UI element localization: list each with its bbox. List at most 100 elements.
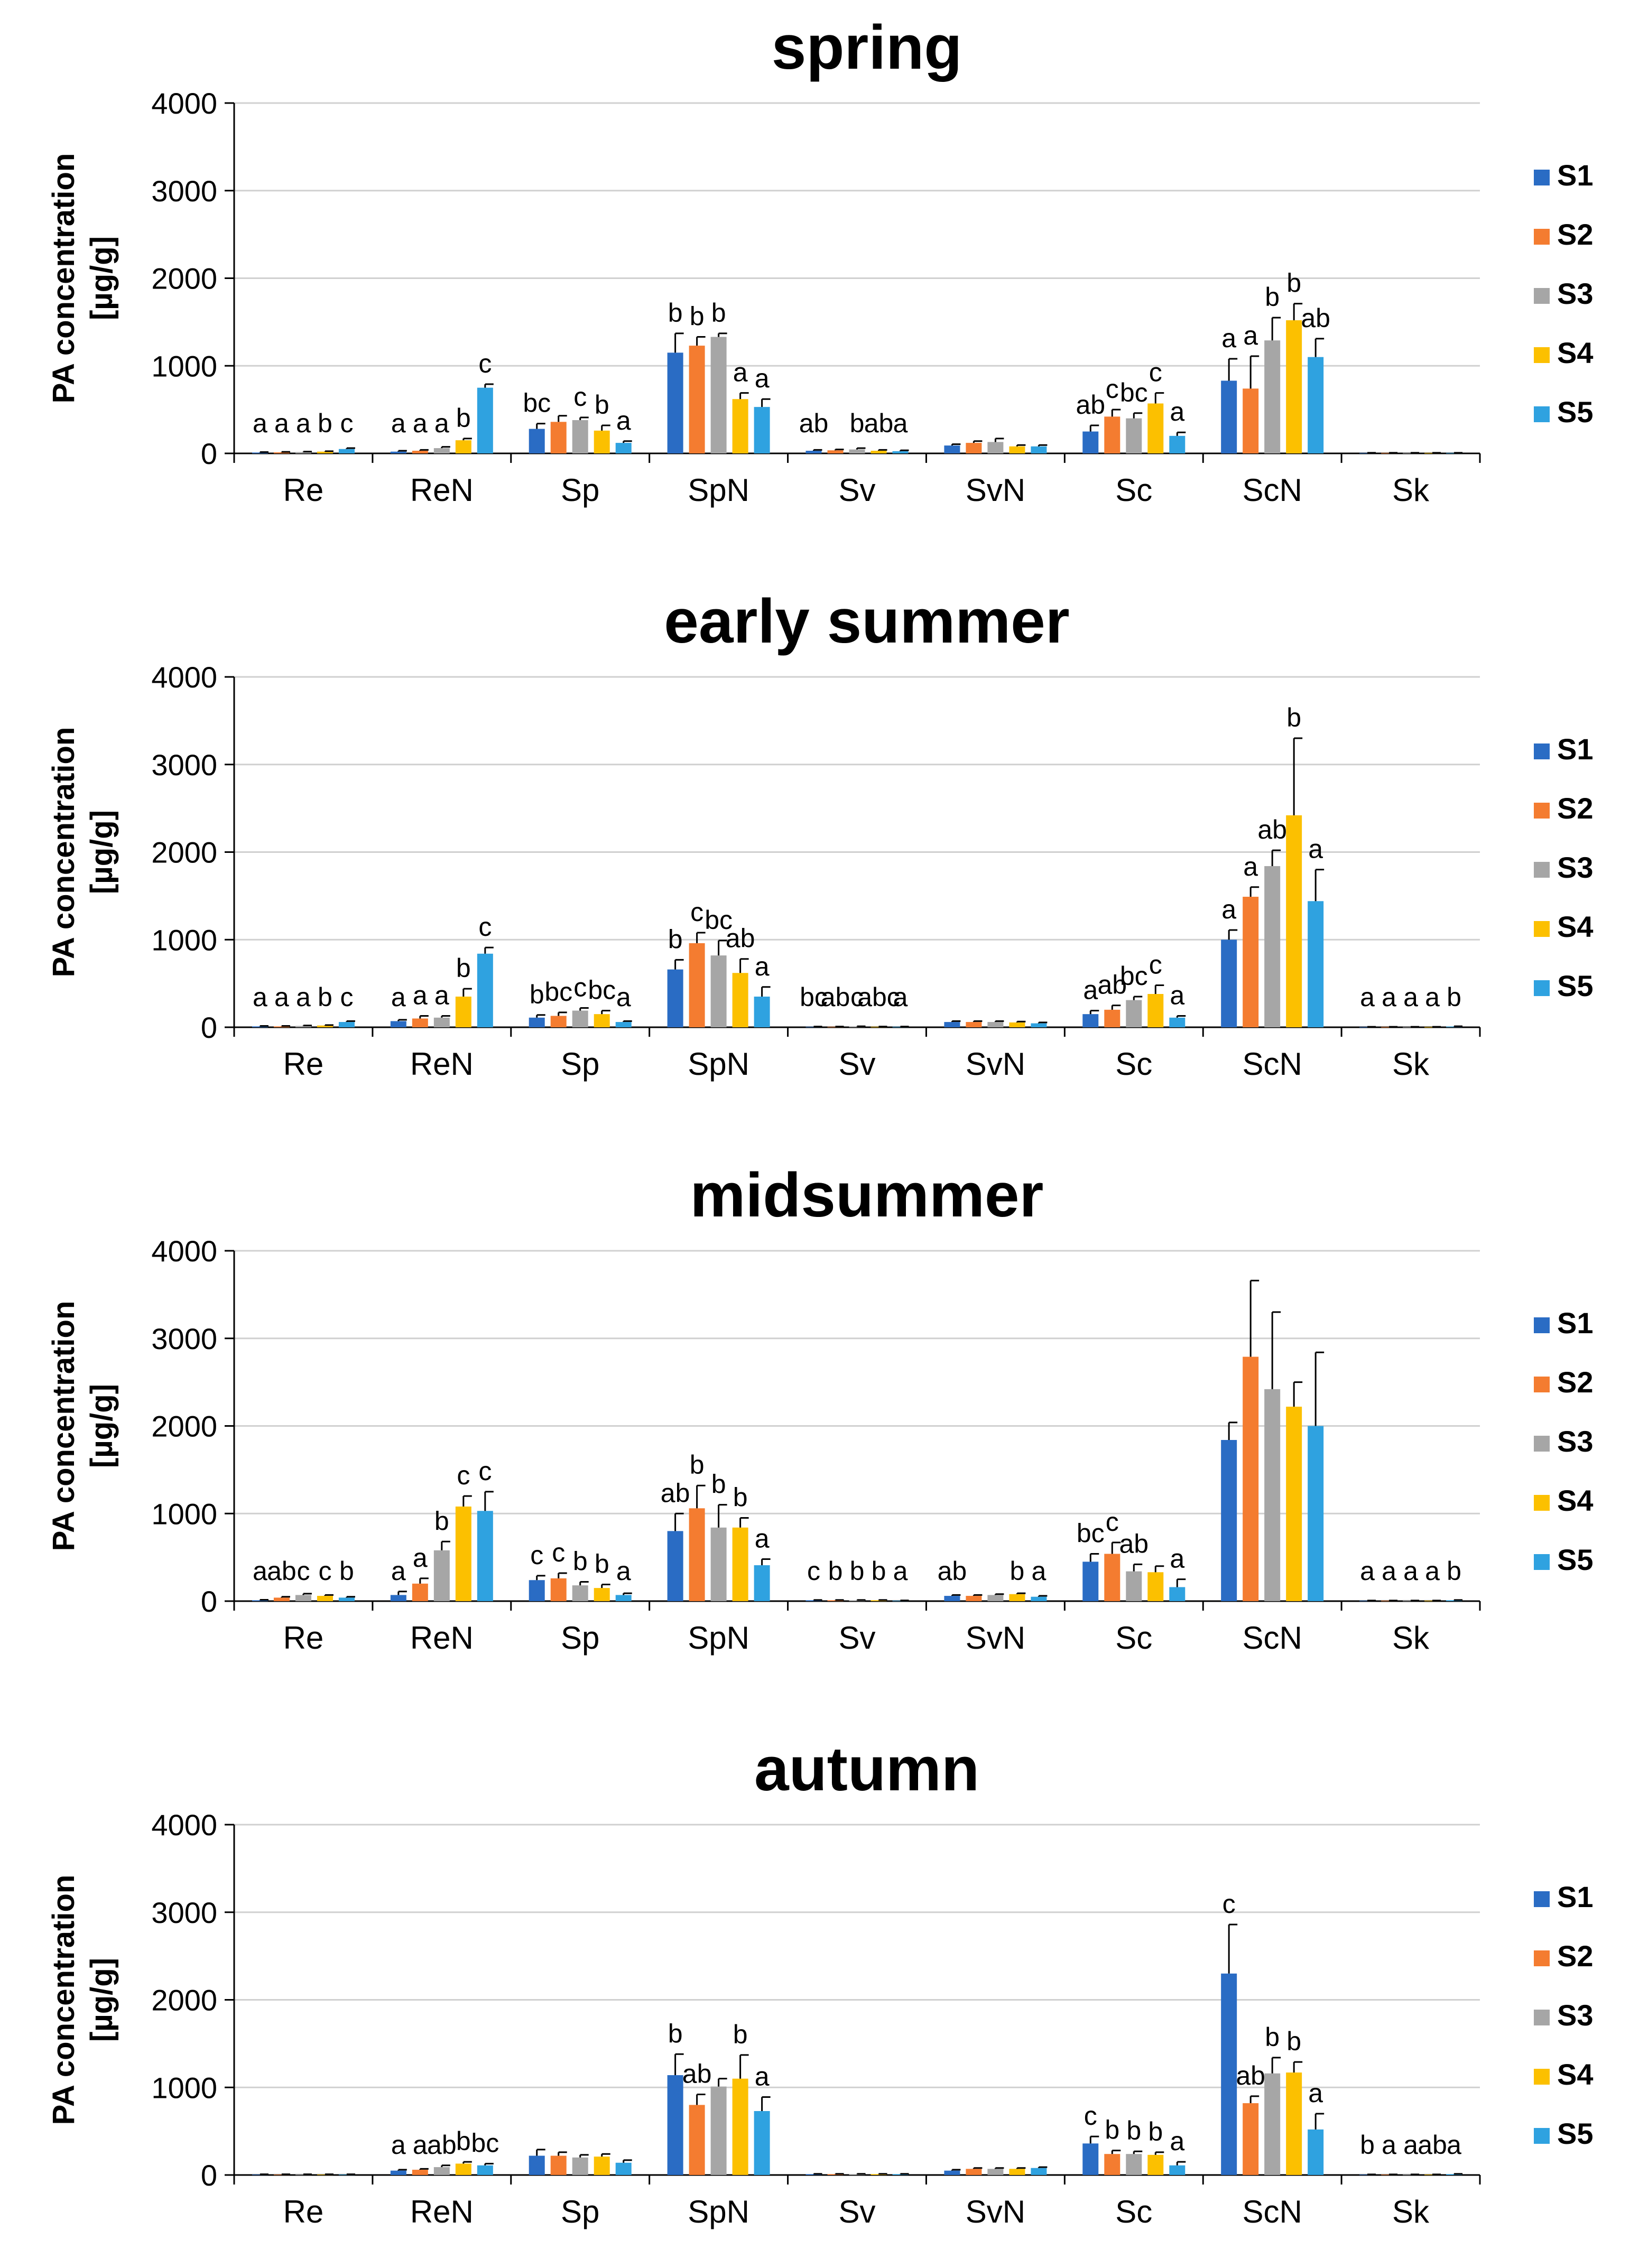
- legend-swatch-S4: [1534, 1495, 1550, 1511]
- significance-label: bc: [705, 905, 733, 935]
- legend-label-S3: S3: [1557, 1425, 1594, 1458]
- significance-label: bc: [471, 2128, 499, 2158]
- significance-label: a: [1425, 982, 1440, 1012]
- significance-label: a: [1425, 1556, 1440, 1586]
- chart-title: spring: [772, 13, 962, 82]
- legend-swatch-S3: [1534, 1436, 1550, 1452]
- significance-label: ab: [267, 1556, 297, 1586]
- legend-label-S2: S2: [1557, 218, 1594, 251]
- y-tick-label: 1000: [151, 923, 217, 956]
- bar-S3: [849, 449, 865, 453]
- significance-label: a: [1031, 1556, 1046, 1586]
- legend-label-S3: S3: [1557, 1999, 1594, 2032]
- significance-label: b: [318, 982, 332, 1012]
- significance-label: a: [1403, 2130, 1418, 2160]
- bar-S3: [433, 1550, 450, 1601]
- y-tick-label: 3000: [151, 174, 217, 208]
- significance-label: c: [573, 973, 587, 1002]
- bar-S1: [944, 445, 960, 453]
- significance-label: b: [456, 953, 471, 983]
- significance-label: a: [434, 980, 449, 1010]
- bar-S3: [433, 2167, 450, 2175]
- bar-S3: [433, 448, 450, 453]
- category-label: ScN: [1242, 1620, 1302, 1656]
- bar-S3: [1264, 2073, 1281, 2175]
- significance-label: a: [1170, 1544, 1184, 1574]
- legend-label-S2: S2: [1557, 1365, 1594, 1399]
- bar-S1: [529, 1017, 545, 1027]
- bar-S4: [1009, 1594, 1025, 1601]
- significance-label: a: [755, 364, 770, 393]
- significance-label: c: [1149, 358, 1162, 387]
- significance-label: b: [456, 403, 471, 433]
- bar-S2: [966, 1596, 982, 1601]
- legend-label-S1: S1: [1557, 1880, 1594, 1913]
- y-axis-title-line: [µg/g]: [85, 1384, 119, 1468]
- significance-label: bc: [588, 975, 616, 1005]
- significance-label: a: [1221, 895, 1236, 924]
- chart-title: autumn: [754, 1734, 979, 1804]
- bar-S3: [572, 1010, 588, 1027]
- bar-S3: [987, 1595, 1004, 1601]
- category-label: Re: [283, 472, 324, 508]
- significance-label: c: [850, 982, 864, 1012]
- significance-label: ab: [1301, 303, 1330, 333]
- significance-label: c: [478, 912, 492, 942]
- significance-label: ab: [1418, 2130, 1447, 2160]
- significance-label: a: [413, 980, 428, 1010]
- y-tick-label: 2000: [151, 262, 217, 295]
- category-label: ScN: [1242, 2194, 1302, 2229]
- bar-S3: [295, 1595, 311, 1601]
- significance-label: ab: [1097, 970, 1127, 1000]
- significance-label: a: [1308, 834, 1323, 864]
- bar-S4: [1147, 994, 1164, 1027]
- chart-title: early summer: [664, 587, 1069, 656]
- bar-S2: [689, 943, 705, 1027]
- significance-label: b: [711, 298, 726, 328]
- legend-swatch-S3: [1534, 2010, 1550, 2025]
- significance-label: a: [1243, 321, 1258, 350]
- significance-label: bc: [1120, 378, 1148, 407]
- bar-S4: [732, 973, 748, 1027]
- bar-S1: [944, 1596, 960, 1601]
- bar-S4: [594, 430, 610, 453]
- bar-S5: [1308, 1426, 1324, 1601]
- bar-S1: [667, 969, 683, 1027]
- category-label: Sv: [838, 1046, 875, 1082]
- bar-S2: [550, 2155, 567, 2175]
- significance-label: ab: [799, 408, 829, 438]
- bar-S5: [1031, 446, 1047, 453]
- legend-swatch-S1: [1534, 743, 1550, 759]
- bar-S1: [252, 1026, 268, 1027]
- significance-label: b: [1265, 282, 1280, 312]
- y-tick-label: 3000: [151, 1896, 217, 1929]
- significance-label: ab: [1119, 1529, 1149, 1558]
- y-tick-label: 0: [201, 2159, 217, 2192]
- legend-label-S3: S3: [1557, 851, 1594, 884]
- legend-label-S1: S1: [1557, 1306, 1594, 1340]
- significance-label: a: [1308, 2078, 1323, 2108]
- significance-label: b: [530, 980, 544, 1009]
- chart-panel-1: early summer 0 1000 2000 3000 4000 PA concentr…: [47, 587, 1594, 1082]
- bar-S4: [732, 399, 748, 453]
- category-label: Sp: [561, 1046, 599, 1082]
- significance-label: a: [1403, 1556, 1418, 1586]
- bar-S2: [1104, 2154, 1121, 2175]
- bar-S2: [1104, 1554, 1121, 1601]
- significance-label: a: [413, 2130, 428, 2160]
- significance-label: ab: [427, 2130, 457, 2160]
- bar-S4: [594, 1014, 610, 1027]
- category-label: Sp: [561, 1620, 599, 1656]
- significance-label: c: [1149, 950, 1162, 979]
- bar-S2: [827, 450, 844, 453]
- category-label: ScN: [1242, 1046, 1302, 1082]
- significance-label: c: [478, 1456, 492, 1486]
- bar-S2: [966, 443, 982, 453]
- bar-S2: [412, 2170, 428, 2175]
- bar-S4: [732, 1527, 748, 1601]
- bar-S2: [273, 1026, 290, 1027]
- significance-label: b: [1105, 2115, 1119, 2145]
- significance-label: a: [893, 408, 908, 438]
- bar-S4: [455, 2163, 471, 2175]
- bar-S3: [710, 955, 727, 1027]
